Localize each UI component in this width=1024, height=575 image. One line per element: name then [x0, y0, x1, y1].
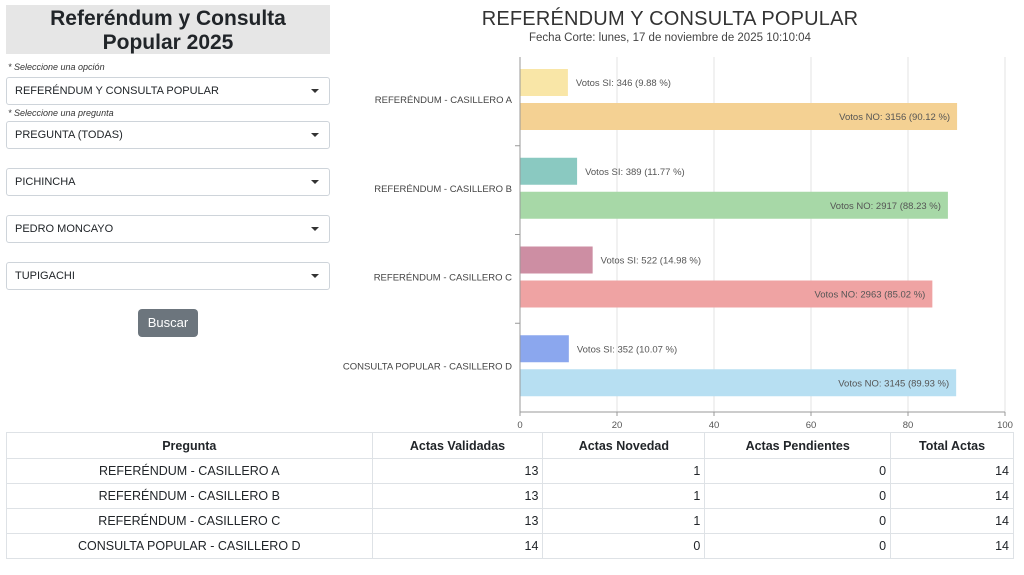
option-hint: * Seleccione una opción — [8, 62, 105, 72]
cell-total-actas: 14 — [890, 458, 1014, 484]
cell-actas-pendientes: 0 — [704, 508, 892, 534]
x-tick-label: 0 — [517, 420, 522, 431]
cell-actas-novedad: 1 — [542, 508, 706, 534]
cell-pregunta: REFERÉNDUM - CASILLERO C — [6, 508, 373, 534]
x-tick-label: 80 — [903, 420, 914, 431]
bar-si — [520, 246, 593, 274]
question-select[interactable]: PREGUNTA (TODAS) — [6, 121, 330, 149]
cell-total-actas: 14 — [890, 483, 1014, 509]
caret-down-icon — [311, 227, 319, 231]
cell-actas-validadas: 13 — [371, 508, 544, 534]
x-tick-label: 20 — [612, 420, 623, 431]
table-row: REFERÉNDUM - CASILLERO C 13 1 0 14 — [6, 508, 1014, 534]
cell-actas-validadas: 14 — [371, 533, 544, 559]
cell-actas-validadas: 13 — [371, 483, 544, 509]
filter-panel: Referéndum y Consulta Popular 2025 * Sel… — [6, 5, 330, 337]
cell-actas-novedad: 1 — [542, 483, 706, 509]
cell-pregunta: REFERÉNDUM - CASILLERO B — [6, 483, 373, 509]
bar-label-no: Votos NO: 3156 (90.12 %) — [839, 112, 950, 123]
question-hint: * Seleccione una pregunta — [8, 108, 114, 118]
category-label: REFERÉNDUM - CASILLERO A — [375, 95, 513, 106]
cell-pregunta: CONSULTA POPULAR - CASILLERO D — [6, 533, 373, 559]
bar-label-si: Votos SI: 522 (14.98 %) — [601, 256, 701, 267]
table-header-row: Pregunta Actas Validadas Actas Novedad A… — [6, 432, 1014, 459]
cell-actas-validadas: 13 — [371, 458, 544, 484]
cell-actas-novedad: 0 — [542, 533, 706, 559]
results-table: Pregunta Actas Validadas Actas Novedad A… — [6, 432, 1014, 559]
cell-actas-pendientes: 0 — [704, 533, 892, 559]
table-row: REFERÉNDUM - CASILLERO B 13 1 0 14 — [6, 483, 1014, 509]
cell-pregunta: REFERÉNDUM - CASILLERO A — [6, 458, 373, 484]
x-tick-label: 60 — [806, 420, 817, 431]
bar-label-no: Votos NO: 3145 (89.93 %) — [838, 378, 949, 389]
x-tick-label: 100 — [997, 420, 1013, 431]
canton-select[interactable]: PEDRO MONCAYO — [6, 215, 330, 243]
caret-down-icon — [311, 89, 319, 93]
chart-title: REFERÉNDUM Y CONSULTA POPULAR — [481, 8, 859, 30]
cell-total-actas: 14 — [890, 508, 1014, 534]
caret-down-icon — [311, 180, 319, 184]
col-actas-novedad: Actas Novedad — [542, 432, 706, 459]
bar-si — [520, 157, 578, 185]
results-bar-chart: Votos SI: 346 (9.88 %) Votos NO: 3156 (90… — [343, 57, 1013, 431]
option-select[interactable]: REFERÉNDUM Y CONSULTA POPULAR — [6, 77, 330, 105]
bar-no — [520, 103, 958, 130]
table-row: CONSULTA POPULAR - CASILLERO D 14 0 0 14 — [6, 533, 1014, 559]
question-select-value: PREGUNTA (TODAS) — [15, 129, 123, 141]
x-tick-label: 40 — [709, 420, 720, 431]
chart-subtitle: Fecha Corte: lunes, 17 de noviembre de 2… — [529, 32, 811, 44]
parish-select-value: TUPIGACHI — [15, 270, 75, 282]
bar-si — [520, 69, 568, 96]
bar-label-si: Votos SI: 346 (9.88 %) — [576, 78, 671, 89]
option-select-value: REFERÉNDUM Y CONSULTA POPULAR — [15, 85, 219, 97]
category-label: REFERÉNDUM - CASILLERO C — [374, 273, 512, 284]
cell-actas-novedad: 1 — [542, 458, 706, 484]
bar-label-no: Votos NO: 2917 (88.23 %) — [830, 201, 941, 212]
bar-label-si: Votos SI: 352 (10.07 %) — [577, 344, 677, 355]
table-row: REFERÉNDUM - CASILLERO A 13 1 0 14 — [6, 458, 1014, 484]
category-label: REFERÉNDUM - CASILLERO B — [374, 184, 512, 195]
province-select-value: PICHINCHA — [15, 176, 76, 188]
province-select[interactable]: PICHINCHA — [6, 168, 330, 196]
bar-no — [520, 191, 948, 219]
bar-label-si: Votos SI: 389 (11.77 %) — [585, 167, 685, 178]
cell-actas-pendientes: 0 — [704, 483, 892, 509]
search-button[interactable]: Buscar — [137, 309, 199, 337]
caret-down-icon — [311, 274, 319, 278]
caret-down-icon — [311, 133, 319, 137]
canton-select-value: PEDRO MONCAYO — [15, 223, 114, 235]
col-actas-pendientes: Actas Pendientes — [704, 432, 892, 459]
bar-si — [520, 335, 569, 363]
col-actas-validadas: Actas Validadas — [371, 432, 544, 459]
col-pregunta: Pregunta — [6, 432, 373, 459]
cell-actas-pendientes: 0 — [704, 458, 892, 484]
category-label: CONSULTA POPULAR - CASILLERO D — [343, 361, 512, 372]
parish-select[interactable]: TUPIGACHI — [6, 262, 330, 290]
page-title: Referéndum y Consulta Popular 2025 — [6, 5, 330, 54]
col-total-actas: Total Actas — [890, 432, 1014, 459]
chart-header: REFERÉNDUM Y CONSULTA POPULAR Fecha Cort… — [440, 8, 900, 44]
bar-no — [520, 280, 933, 308]
cell-total-actas: 14 — [890, 533, 1014, 559]
bar-label-no: Votos NO: 2963 (85.02 %) — [814, 290, 925, 301]
bar-no — [520, 369, 957, 397]
